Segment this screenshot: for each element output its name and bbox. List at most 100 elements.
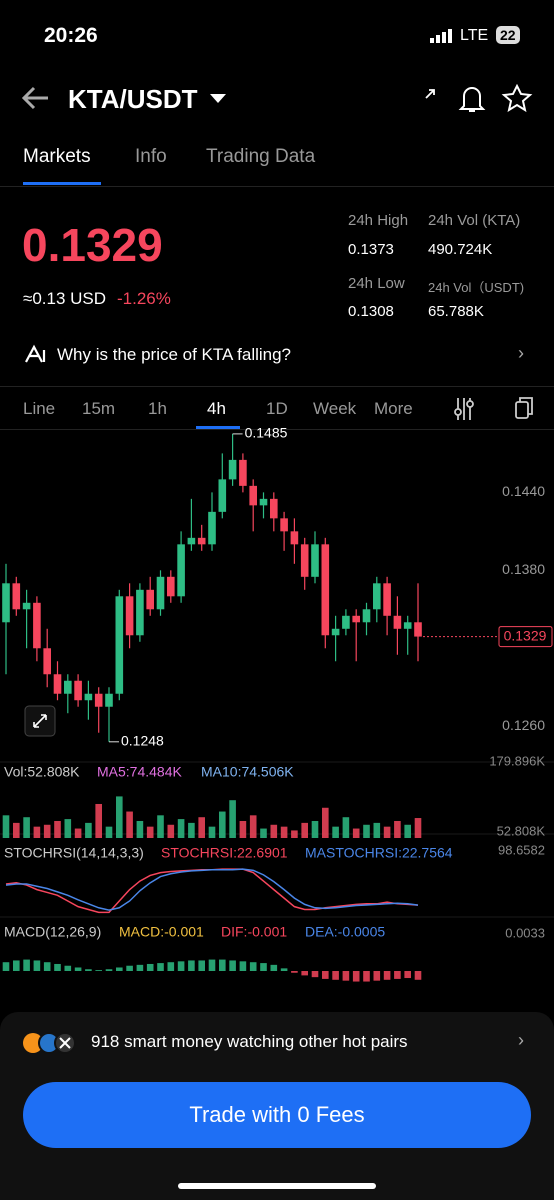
candle-body	[208, 511, 216, 545]
interval[interactable]: More	[374, 399, 413, 418]
legend-item: MA10:74.506K	[201, 764, 294, 780]
bar	[54, 963, 61, 971]
interval[interactable]: Line	[23, 399, 56, 418]
bar	[23, 959, 30, 971]
candle-body	[136, 589, 144, 636]
candle-body	[280, 518, 288, 532]
interval[interactable]: Week	[313, 399, 357, 418]
candle-body	[352, 615, 360, 623]
last-price-box	[498, 626, 553, 648]
header-icons[interactable]	[420, 84, 540, 114]
low-marker: 0.1248	[121, 733, 164, 749]
divider	[0, 429, 554, 430]
y-tick-label: 0.0033	[505, 925, 545, 940]
network: LTE	[460, 27, 489, 44]
y-tick-label: 0.1380	[502, 561, 545, 577]
candle-body	[177, 544, 185, 597]
stat-label: 24h Low	[348, 275, 405, 292]
interval[interactable]: 1h	[148, 399, 167, 418]
back-button[interactable]	[20, 84, 52, 112]
candle-body	[197, 537, 206, 545]
bar	[74, 967, 82, 971]
indicator-line	[5, 868, 419, 911]
bar	[260, 963, 267, 971]
bar	[311, 820, 319, 838]
bar	[85, 822, 92, 838]
bar	[43, 824, 51, 838]
legend-item: MASTOCHRSI:22.7564	[305, 845, 453, 861]
interval[interactable]: 4h	[207, 399, 226, 418]
candle-body	[74, 680, 82, 701]
fullscreen-button[interactable]	[24, 705, 56, 737]
insight[interactable]: Why is the price of KTA falling?	[57, 345, 292, 364]
tab-indicator	[23, 182, 101, 185]
divider	[0, 386, 554, 387]
bar	[13, 822, 20, 838]
bar	[136, 964, 144, 971]
bar	[198, 817, 205, 838]
candle-body	[64, 680, 72, 694]
divider	[0, 186, 554, 187]
bar	[404, 824, 411, 838]
stat-value: 0.1308	[348, 303, 394, 320]
chart-tools[interactable]	[452, 396, 542, 422]
legend-item: DIF:-0.001	[221, 924, 287, 940]
legend-item: MA5:74.484K	[97, 764, 182, 780]
interval[interactable]: 1D	[266, 399, 288, 418]
bar	[33, 826, 41, 838]
bar	[167, 824, 175, 838]
bar	[394, 820, 401, 838]
candle-body	[146, 589, 154, 610]
bar	[208, 826, 216, 838]
bar	[64, 965, 72, 971]
tab[interactable]: Trading Data	[206, 146, 316, 167]
bar	[146, 826, 154, 838]
chevron: ›	[518, 1030, 524, 1050]
bar	[105, 969, 113, 971]
candle-body	[22, 602, 31, 610]
pair-dropdown[interactable]	[208, 90, 228, 106]
interval[interactable]: 15m	[82, 399, 116, 418]
bar	[157, 963, 164, 971]
candle-body	[187, 537, 196, 545]
bar	[383, 971, 391, 980]
bar	[126, 965, 133, 971]
bar	[414, 971, 422, 980]
bar	[291, 971, 298, 973]
panel-title: STOCHRSI(14,14,3,3)	[4, 845, 144, 861]
bar	[394, 971, 401, 979]
bar	[136, 820, 144, 838]
legend-item: STOCHRSI:22.6901	[161, 845, 288, 861]
candle-body	[218, 479, 227, 512]
candle-body	[259, 498, 268, 506]
tab[interactable]: Markets	[23, 146, 91, 167]
usd-price: ≈0.13 USD	[23, 289, 107, 308]
bar	[167, 962, 175, 971]
bar	[239, 961, 247, 971]
bar	[116, 796, 123, 838]
candle-body	[290, 531, 299, 545]
stat-label: 24h High	[348, 212, 409, 229]
bar	[249, 962, 257, 971]
legend-item: DEA:-0.0005	[305, 924, 385, 940]
bar	[177, 819, 185, 838]
y-tick-label: 0.1260	[502, 717, 545, 733]
candle-body	[12, 583, 21, 610]
bar	[342, 971, 350, 981]
bar	[239, 820, 247, 838]
trade-button[interactable]: Trade with 0 Fees	[23, 1082, 531, 1148]
bar	[116, 967, 123, 971]
bar	[177, 961, 185, 971]
tab[interactable]: Info	[135, 146, 167, 167]
promo[interactable]: 918 smart money watching other hot pairs	[91, 1032, 408, 1051]
pair[interactable]: KTA/USDT	[68, 84, 198, 114]
time: 20:26	[44, 24, 98, 47]
bar	[208, 959, 216, 971]
y-tick-label: 0.1440	[502, 483, 545, 499]
candle-body	[393, 615, 402, 629]
stat-value: 65.788K	[428, 303, 484, 320]
candle-body	[239, 459, 247, 486]
bar	[291, 830, 298, 838]
last-price-label: 0.1329	[504, 627, 547, 643]
